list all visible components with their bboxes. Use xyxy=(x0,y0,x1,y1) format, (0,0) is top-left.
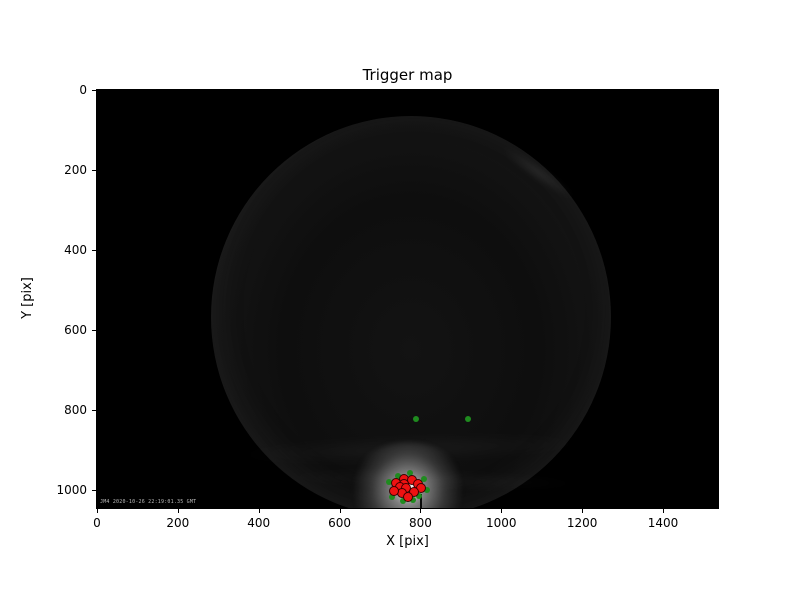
y-tick-label: 600 xyxy=(64,323,87,337)
y-tick-label: 0 xyxy=(79,83,87,97)
cluster-pixels-green-marker xyxy=(400,498,407,505)
x-tick-mark xyxy=(420,509,422,513)
x-tick-label: 1200 xyxy=(566,516,598,530)
y-tick-mark xyxy=(92,410,96,411)
y-tick-mark xyxy=(92,250,96,251)
cluster-pixels-green-marker xyxy=(464,415,471,422)
x-tick-mark xyxy=(177,509,179,513)
x-tick-mark xyxy=(339,509,341,513)
cluster-pixels-green-marker xyxy=(415,493,422,499)
y-tick-label: 1000 xyxy=(56,483,87,497)
cluster-pixels-green-marker xyxy=(410,497,417,503)
y-tick-label: 800 xyxy=(64,403,87,417)
x-axis-label: X [pix] xyxy=(386,534,429,549)
cluster-pixels-green-marker xyxy=(406,470,413,477)
x-tick-label: 800 xyxy=(408,516,432,530)
x-tick-label: 1400 xyxy=(647,516,679,530)
x-tick-mark xyxy=(663,509,665,513)
plot-area: JM4 2020-10-26 22:19:01.35 GMT xyxy=(96,89,719,509)
cluster-pixels-green-marker xyxy=(394,473,401,479)
trigger-pixels-red-marker xyxy=(389,486,400,497)
y-tick-mark xyxy=(92,170,96,171)
trigger-pixels-red-marker xyxy=(408,487,419,497)
y-tick-label: 400 xyxy=(64,243,87,257)
y-tick-mark xyxy=(92,490,96,491)
cluster-pixels-green-marker xyxy=(421,476,428,483)
x-tick-mark xyxy=(258,509,260,513)
plot-title: Trigger map xyxy=(362,66,453,84)
x-tick-label: 600 xyxy=(328,516,352,530)
y-tick-mark xyxy=(92,330,96,331)
x-tick-label: 0 xyxy=(93,516,101,530)
camera-timestamp-overlay: JM4 2020-10-26 22:19:01.35 GMT xyxy=(100,499,197,505)
cluster-pixels-green-marker xyxy=(385,479,392,485)
x-tick-label: 400 xyxy=(247,516,271,530)
x-tick-label: 1000 xyxy=(486,516,517,530)
mast-silhouette xyxy=(420,494,422,508)
trigger-pixels-red-marker xyxy=(402,492,413,503)
y-tick-label: 200 xyxy=(64,163,87,177)
cluster-pixels-green-marker xyxy=(412,415,419,422)
y-axis-label: Y [pix] xyxy=(20,277,35,319)
x-tick-mark xyxy=(582,509,584,513)
y-tick-mark xyxy=(92,90,96,91)
cluster-pixels-green-marker xyxy=(389,494,396,501)
x-tick-label: 200 xyxy=(166,516,190,530)
x-tick-mark xyxy=(501,509,503,513)
cluster-pixels-green-marker xyxy=(423,487,430,493)
x-tick-mark xyxy=(97,509,98,513)
